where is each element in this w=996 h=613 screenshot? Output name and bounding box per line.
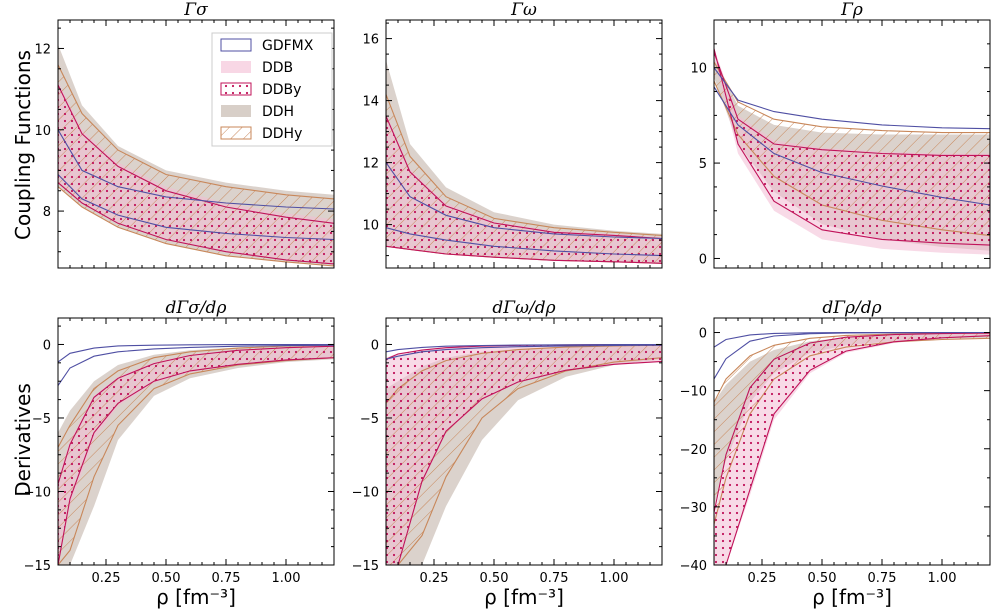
band-ddby — [386, 343, 662, 565]
legend-swatch-ddby — [220, 82, 252, 96]
legend-entry-ddby: DDBy — [220, 82, 301, 98]
panel-title: dΓω/dρ — [492, 298, 555, 318]
x-tick-label: 1.00 — [272, 571, 301, 586]
x-tick-label: 0.75 — [212, 571, 241, 586]
y-tick-label: 12 — [34, 42, 51, 57]
y-tick-label: 16 — [362, 33, 379, 48]
legend-swatch-ddh — [221, 105, 251, 117]
panel-gamma-rho: 0 5 10 Γρ — [690, 0, 991, 269]
axes-frame — [385, 317, 663, 566]
axes-frame — [57, 19, 335, 269]
x-tick-label: 0.50 — [808, 571, 837, 586]
y-tick-label: 5 — [699, 157, 707, 172]
gdfmx-upper-line — [386, 162, 662, 240]
y-tick-label: 0 — [699, 327, 707, 342]
legend-swatch-gdfmx — [220, 38, 252, 52]
gdfmx-lower-line — [714, 86, 990, 206]
x-tick-label: 0.25 — [748, 571, 777, 586]
x-tick-label: 0.75 — [868, 571, 897, 586]
legend-label-gdfmx: GDFMX — [262, 38, 314, 54]
panel-gamma-sigma: 8 10 12 Γσ — [34, 0, 335, 269]
y-tick-label: −15 — [352, 559, 379, 574]
legend-entry-ddhy: DDHy — [220, 126, 302, 142]
legend-label-ddb: DDB — [262, 60, 293, 76]
gdfmx-lower-line — [386, 227, 662, 257]
gdfmx-lower-line — [58, 344, 334, 386]
gdfmx-upper-line — [58, 343, 334, 363]
legend-label-ddby: DDBy — [262, 82, 301, 98]
y-tick-label: 10 — [362, 219, 379, 234]
panel-gamma-omega: 10 12 14 16 Γω — [362, 0, 663, 269]
panel-dgamma-sigma: 0.25 0.50 0.75 1.00 0 −5 −10 −15 dΓσ/dρ — [24, 298, 335, 586]
y-tick-label: −30 — [680, 501, 707, 516]
y-tick-label: −10 — [680, 385, 707, 400]
y-tick-label: −15 — [24, 559, 51, 574]
x-tick-label: 0.25 — [420, 571, 449, 586]
axes-frame — [57, 317, 335, 566]
legend-label-ddh: DDH — [262, 104, 294, 120]
y-tick-label: −40 — [680, 559, 707, 574]
gdfmx-upper-line — [386, 343, 662, 353]
axes-frame — [713, 19, 991, 269]
gdfmx-upper-line — [714, 67, 990, 130]
axes-frame — [713, 317, 991, 566]
axes-frame — [385, 19, 663, 269]
plot-area — [386, 60, 662, 264]
gdfmx-upper-line — [714, 331, 990, 348]
x-tick-label: 0.50 — [480, 571, 509, 586]
ylabel-coupling: Coupling Functions — [11, 50, 35, 240]
band-ddby — [58, 345, 334, 565]
gdfmx-lower-line — [58, 174, 334, 241]
gdfmx-upper-line — [58, 129, 334, 210]
plot-area — [58, 343, 334, 565]
x-tick-label: 0.25 — [92, 571, 121, 586]
panel-dgamma-omega: 0.25 0.50 0.75 1.00 0 −5 −10 −15 dΓω/dρ — [352, 298, 663, 586]
plot-area — [714, 331, 990, 565]
y-tick-label: 12 — [362, 157, 379, 172]
gdfmx-lower-line — [386, 344, 662, 360]
ylabel-derivatives: Derivatives — [11, 383, 35, 497]
band-ddby — [386, 115, 662, 264]
legend: GDFMX DDB DDBy DDH DDHy — [211, 32, 333, 147]
legend-swatch-ddhy — [220, 126, 252, 140]
xlabel-middle: ρ [fm⁻³] — [484, 585, 564, 609]
plot-area — [386, 343, 662, 565]
y-tick-label: −20 — [680, 443, 707, 458]
xlabel-left: ρ [fm⁻³] — [156, 585, 236, 609]
panel-dgamma-rho: 0.25 0.50 0.75 1.00 0 −10 −20 −30 −40 dΓρ/dρ — [680, 298, 991, 586]
y-tick-label: 0 — [43, 338, 51, 353]
y-tick-label: −10 — [352, 485, 379, 500]
panel-title: dΓρ/dρ — [822, 298, 881, 318]
y-tick-label: −10 — [24, 485, 51, 500]
panel-title: dΓσ/dρ — [166, 298, 227, 318]
x-tick-label: 0.50 — [152, 571, 181, 586]
legend-entry-ddb: DDB — [221, 60, 293, 76]
y-tick-label: 10 — [690, 62, 707, 77]
band-ddby — [714, 48, 990, 246]
panel-title: Γσ — [183, 0, 208, 20]
legend-entry-gdfmx: GDFMX — [220, 38, 314, 54]
panel-title: Γρ — [840, 0, 863, 20]
y-tick-label: −5 — [32, 412, 51, 427]
x-tick-label: 0.75 — [540, 571, 569, 586]
plot-area — [58, 44, 334, 267]
legend-entry-ddh: DDH — [221, 104, 294, 120]
plot-area — [714, 48, 990, 255]
y-tick-label: 8 — [43, 205, 51, 220]
legend-swatch-ddb — [221, 61, 251, 73]
y-tick-label: 0 — [699, 252, 707, 267]
x-tick-label: 1.00 — [600, 571, 629, 586]
band-ddby — [58, 84, 334, 265]
y-tick-label: 0 — [371, 338, 379, 353]
y-tick-label: 14 — [362, 95, 379, 110]
band-ddby — [714, 332, 990, 565]
panel-title: Γω — [510, 0, 537, 20]
y-tick-label: 10 — [34, 124, 51, 139]
xlabel-right: ρ [fm⁻³] — [812, 585, 892, 609]
y-tick-label: −5 — [360, 412, 379, 427]
band-ddhy — [58, 344, 334, 565]
x-tick-label: 1.00 — [928, 571, 957, 586]
legend-label-ddhy: DDHy — [262, 126, 302, 142]
